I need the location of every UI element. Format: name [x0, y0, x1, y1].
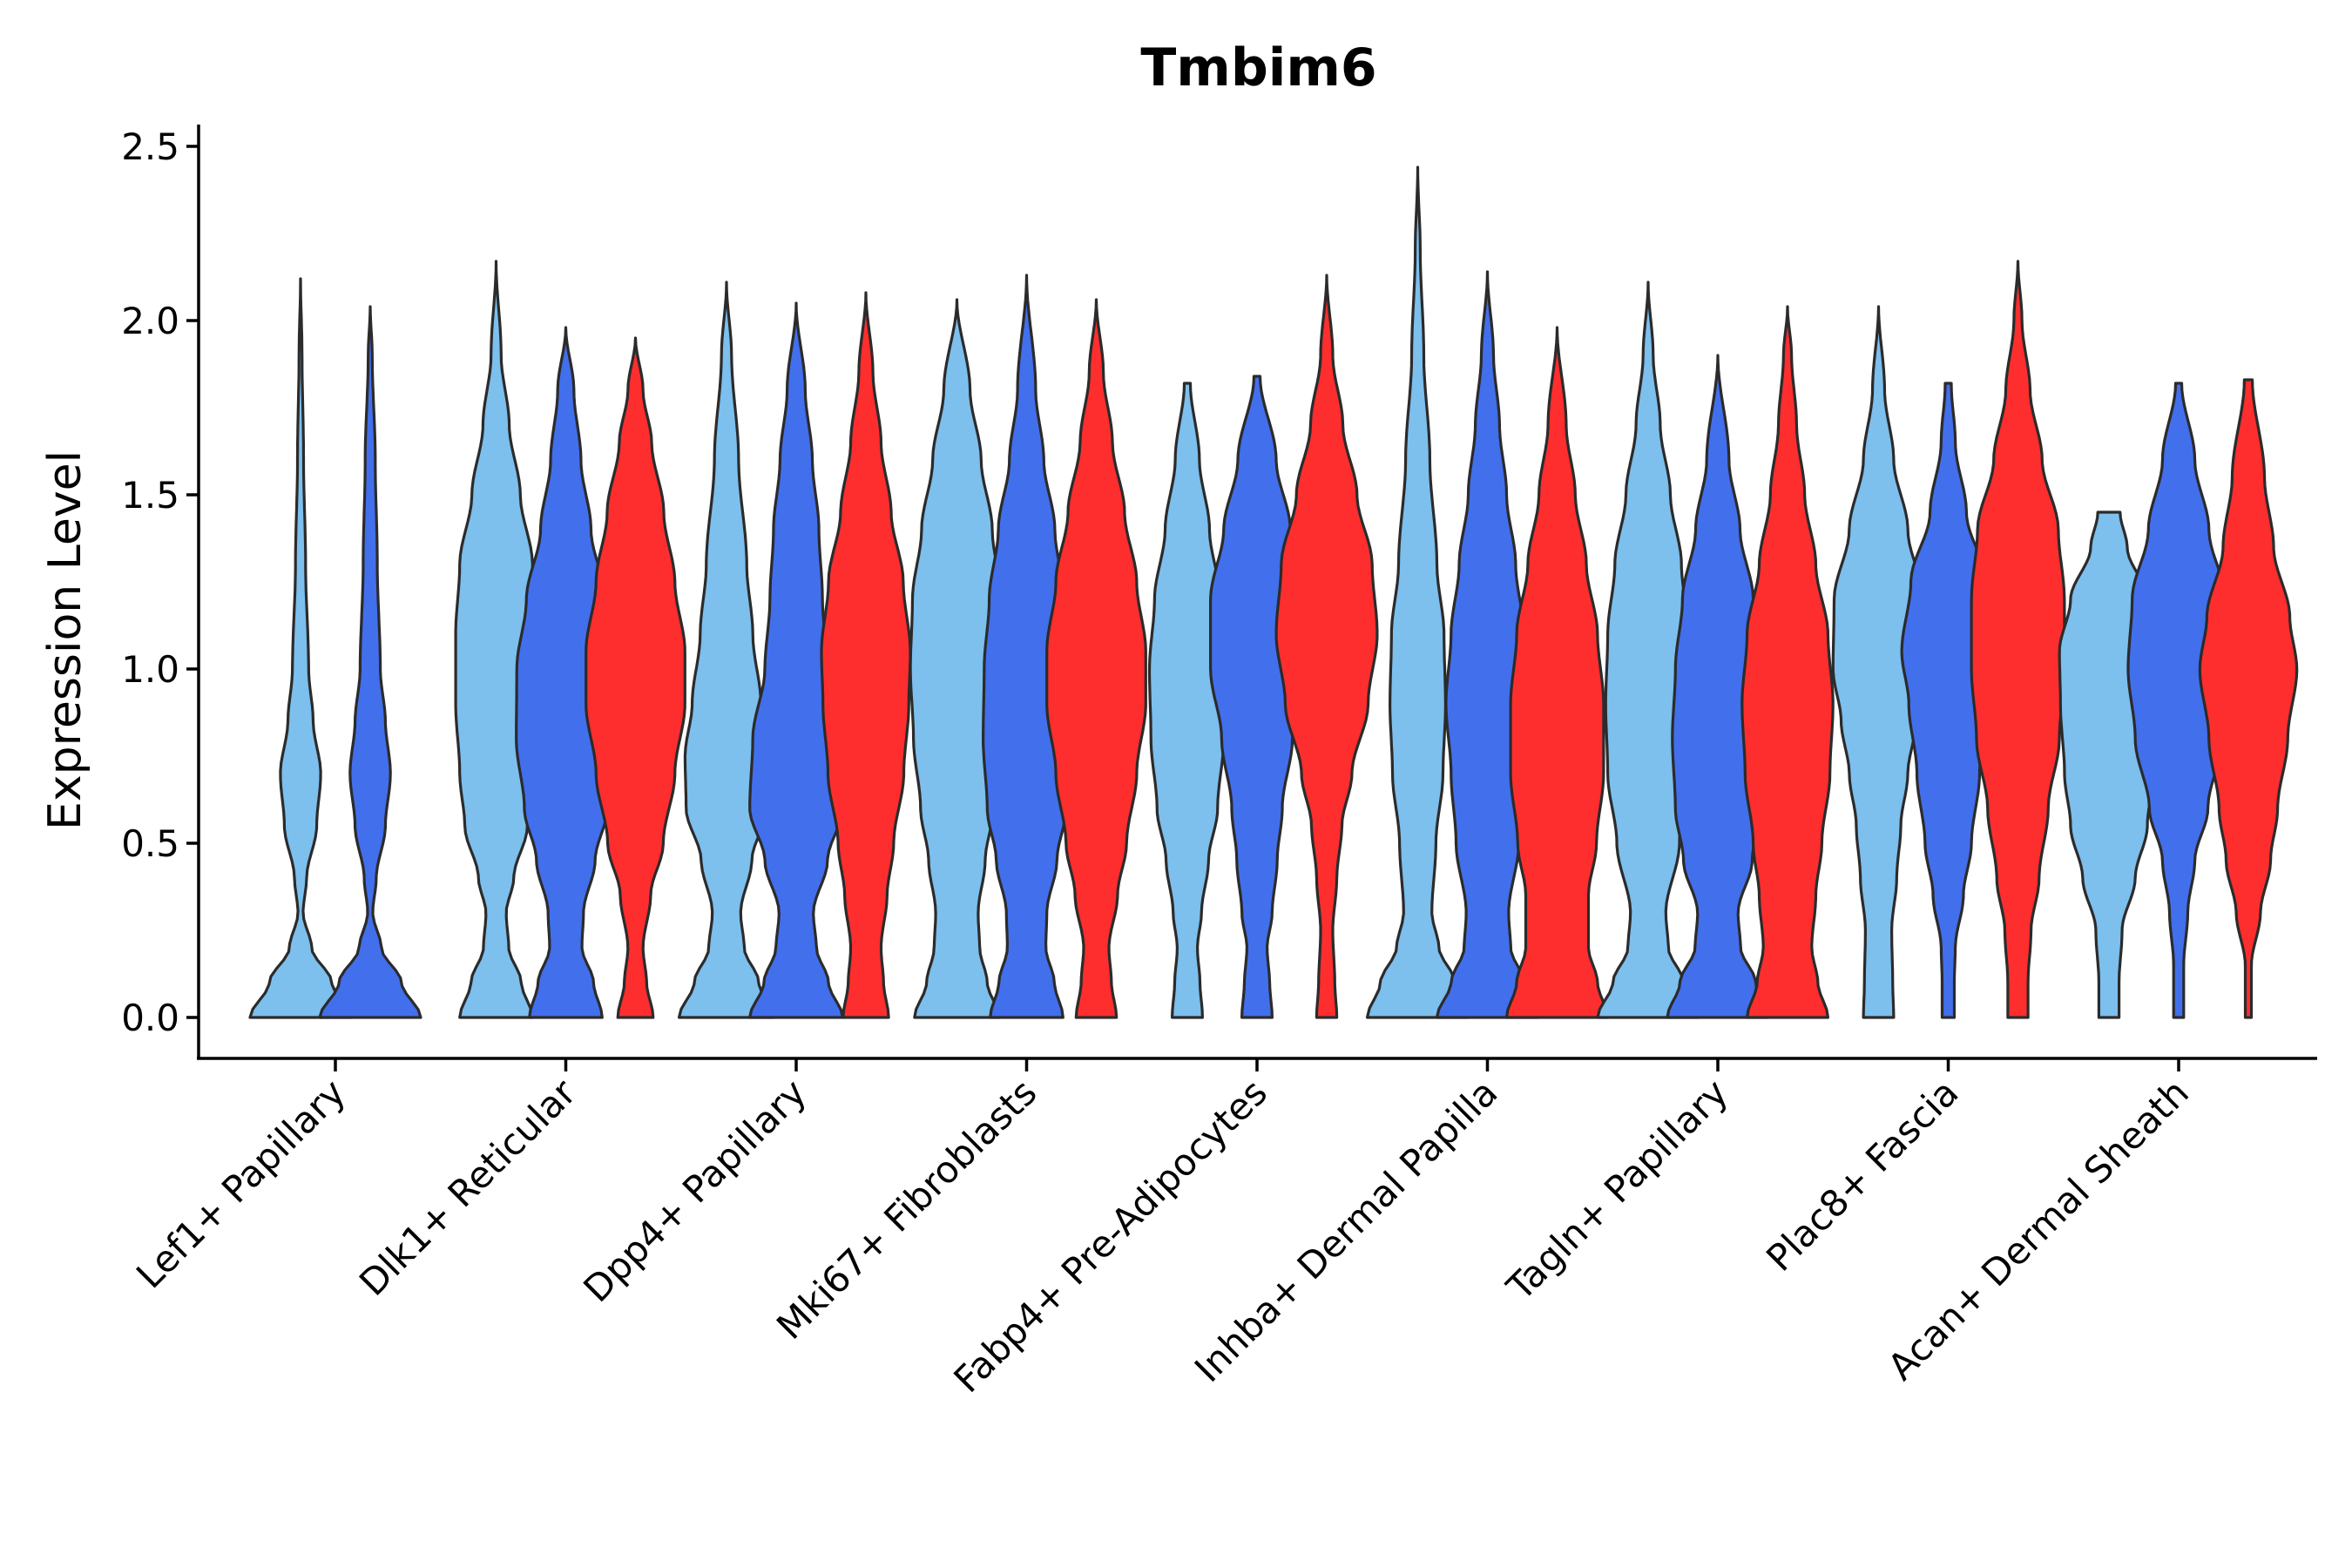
- violin-3-light: [677, 280, 776, 1019]
- violin-7-red: [1740, 305, 1835, 1019]
- violin-2-red: [585, 336, 686, 1019]
- x-category-label-1: Dlk1+ Reticular: [351, 1071, 585, 1304]
- violin-6-red: [1504, 326, 1610, 1019]
- y-ticks: 0.0 0.5 1.0 1.5 2.0 2.5: [121, 125, 199, 1039]
- x-category-label-0: Lef1+ Papillary: [128, 1071, 354, 1296]
- x-category-label-6: Tagln+ Papillary: [1498, 1071, 1736, 1308]
- violin-1-blue: [318, 305, 422, 1019]
- y-tick-label-3: 1.5: [121, 474, 179, 517]
- x-category-label-7: Plac8+ Fascia: [1758, 1071, 1966, 1279]
- chart-title: Tmbim6: [1140, 37, 1376, 98]
- violin-5-blue: [1209, 375, 1305, 1019]
- y-axis-label: Expression Level: [39, 450, 91, 830]
- violin-9-blue: [2126, 382, 2231, 1019]
- violin-8-red: [1970, 260, 2066, 1019]
- violins-layer: [248, 166, 2299, 1019]
- x-category-label-2: Dpp4+ Papillary: [575, 1071, 814, 1310]
- violin-1-light: [248, 277, 353, 1019]
- violin-5-light: [1147, 382, 1227, 1019]
- y-tick-label-5: 2.5: [121, 125, 179, 168]
- x-category-label-3: Mki67+ Fibroblasts: [768, 1071, 1044, 1347]
- y-tick-label-1: 0.5: [121, 822, 179, 865]
- violin-3-red: [820, 291, 912, 1019]
- violin-6-light: [1365, 166, 1470, 1019]
- violin-8-light: [1831, 305, 1926, 1019]
- violin-9-red: [2198, 378, 2299, 1019]
- violin-8-blue: [1900, 382, 1997, 1019]
- violin-5-red: [1274, 274, 1379, 1019]
- violin-4-red: [1045, 298, 1147, 1019]
- y-tick-label-0: 0.0: [121, 997, 179, 1039]
- y-tick-label-4: 2.0: [121, 300, 179, 342]
- y-tick-label-2: 1.0: [121, 648, 179, 691]
